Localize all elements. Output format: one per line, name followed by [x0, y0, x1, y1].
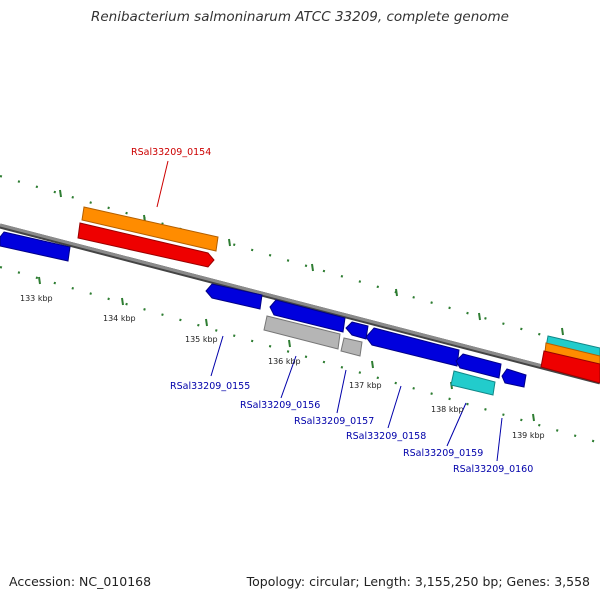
genome-summary-text: Topology: circular; Length: 3,155,250 bp… — [246, 574, 590, 589]
gene-label-0159[interactable]: RSal33209_0159 — [403, 448, 483, 459]
scale-label-138: 138 kbp — [431, 405, 464, 414]
gene-0159[interactable] — [450, 370, 496, 396]
gene-left-blue[interactable] — [0, 231, 71, 262]
genome-title: Renibacterium salmoninarum ATCC 33209, c… — [91, 9, 509, 25]
scale-label-134: 134 kbp — [103, 314, 136, 323]
gene-0157-gray[interactable] — [340, 337, 363, 357]
gene-0154-orange[interactable] — [81, 206, 219, 252]
gene-0156-blue[interactable] — [269, 299, 346, 333]
accession-text: Accession: NC_010168 — [9, 574, 152, 589]
gene-0155[interactable] — [205, 283, 263, 310]
gene-0157-blue[interactable] — [345, 321, 369, 340]
gene-label-0155[interactable]: RSal33209_0155 — [170, 381, 250, 392]
scale-label-133: 133 kbp — [20, 294, 53, 303]
gene-0158-b[interactable] — [455, 353, 502, 379]
gene-0158[interactable] — [365, 327, 460, 367]
gene-right-red[interactable] — [540, 350, 600, 384]
scale-label-137: 137 kbp — [349, 381, 382, 390]
scale-label-136: 136 kbp — [268, 357, 301, 366]
gene-0156-gray[interactable] — [263, 315, 341, 350]
gene-label-0157[interactable]: RSal33209_0157 — [294, 416, 374, 427]
gene-label-0158[interactable]: RSal33209_0158 — [346, 431, 426, 442]
gene-label-0156[interactable]: RSal33209_0156 — [240, 400, 320, 411]
leader-lines — [156, 160, 503, 462]
scale-label-135: 135 kbp — [185, 335, 218, 344]
genome-backbone — [0, 223, 600, 383]
gene-label-0154[interactable]: RSal33209_0154 — [131, 147, 211, 158]
gene-right-orange[interactable] — [544, 342, 600, 366]
gene-0160[interactable] — [501, 368, 527, 388]
scale-label-139: 139 kbp — [512, 431, 545, 440]
gene-0154-red[interactable] — [77, 222, 215, 268]
gene-label-0160[interactable]: RSal33209_0160 — [453, 464, 533, 475]
outer-major-ticks — [59, 189, 564, 336]
